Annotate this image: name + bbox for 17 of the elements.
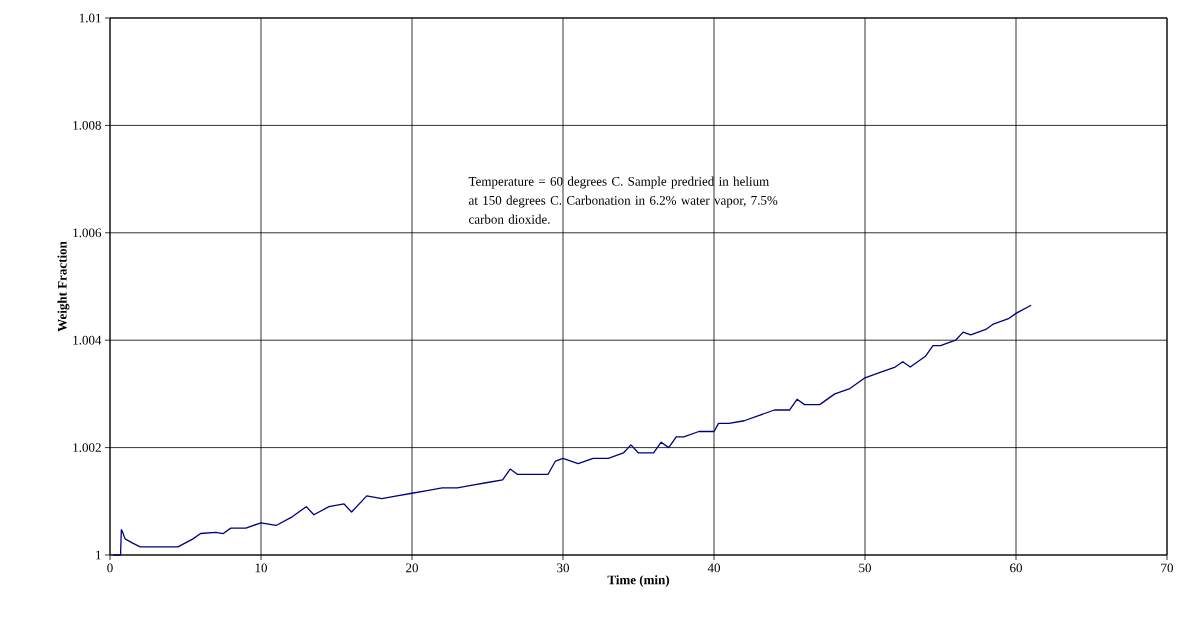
y-tick-label: 1.006 (73, 228, 102, 238)
y-axis-title: Weight Fraction (57, 241, 70, 332)
x-axis-title: Time (min) (607, 575, 670, 587)
annotation: Temperature = 60 degrees C. Sample predried in helium at 150 degrees C. Carbonation in 6.2% water vapor, 7.5% carbon dioxide. (468, 176, 778, 224)
y-tick-label: 1.008 (73, 120, 101, 130)
y-tick-label: 1.004 (73, 335, 102, 345)
x-tick-label: 40 (707, 563, 721, 573)
x-tick-label: 70 (1161, 563, 1174, 573)
x-tick-label: 50 (859, 563, 872, 573)
x-tick-label: 10 (255, 563, 267, 573)
x-tick-label: 30 (557, 563, 570, 573)
x-tick-label: 0 (107, 563, 113, 573)
y-tick-label: 1 (96, 550, 101, 560)
x-tick-label: 60 (1010, 563, 1023, 573)
x-tick-label: 20 (406, 563, 418, 573)
y-tick-label: 1.002 (73, 443, 101, 453)
y-tick-label: 1.01 (79, 13, 101, 23)
